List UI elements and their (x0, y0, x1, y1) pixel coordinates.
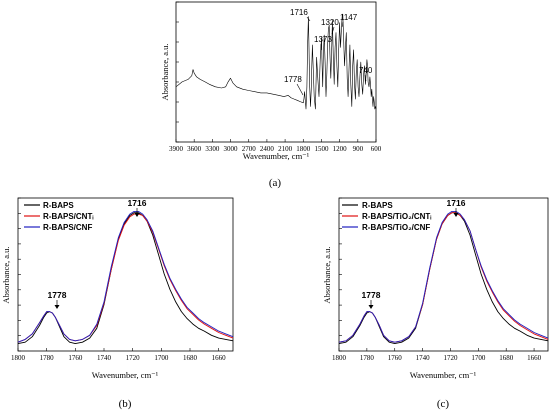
x-tick-label: 1660 (212, 354, 227, 362)
x-tick-label: 1700 (471, 354, 486, 362)
x-tick-label: 600 (371, 145, 382, 153)
x-tick-labels-c: 1800 1780 1760 1740 1720 1700 1680 1660 (332, 348, 542, 362)
series-line-a-0 (175, 13, 377, 110)
series-group-c (338, 210, 549, 345)
x-tick-label: 1800 (11, 354, 26, 362)
peak-label-1716-c: 1716 (447, 198, 466, 208)
x-tick-label: 2700 (242, 145, 257, 153)
legend-label-b-2: R-BAPS/CNF (43, 223, 92, 232)
plot-frame-a (175, 1, 377, 143)
peak-marker-1716-a (306, 16, 311, 22)
x-axis-label-b: Wavenumber, cm⁻¹ (92, 370, 159, 380)
peak-arrow-1778-c (368, 300, 374, 309)
x-tick-label: 1680 (499, 354, 514, 362)
x-tick-label: 1740 (416, 354, 431, 362)
peak-label-1716-a: 1716 (290, 8, 308, 17)
x-tick-label: 1720 (126, 354, 141, 362)
x-tick-label: 1680 (183, 354, 198, 362)
legend-b: R-BAPS R-BAPS/CNTᵢ R-BAPS/CNF (24, 201, 93, 232)
x-tick-label: 1200 (333, 145, 348, 153)
panel-label-b: (b) (119, 398, 132, 410)
y-axis-label-b: Absorbance, a.u. (1, 246, 11, 303)
x-tick-label: 1700 (154, 354, 169, 362)
legend-label-b-1: R-BAPS/CNTᵢ (43, 212, 93, 221)
series-group-b (17, 210, 234, 345)
peak-arrow-1716-b (134, 208, 140, 217)
peak-label-1778-a: 1778 (284, 75, 302, 84)
x-tick-label: 1760 (68, 354, 83, 362)
legend-label-b-0: R-BAPS (43, 201, 74, 210)
series-line-c-0 (338, 212, 549, 345)
legend-c: R-BAPS R-BAPS/TiO₂/CNTᵢ R-BAPS/TiO₂/CNF (342, 201, 431, 232)
peak-label-740-a: 740 (359, 66, 373, 75)
series-line-c-1 (338, 212, 549, 343)
x-tick-labels-b: 1800 1780 1760 1740 1720 1700 1680 1660 (11, 348, 226, 362)
peak-label-1147-a: 1147 (340, 13, 358, 22)
x-tick-label: 3900 (169, 145, 184, 153)
x-tick-label: 2400 (260, 145, 275, 153)
x-tick-label: 3300 (205, 145, 220, 153)
peak-marker-1147-a (341, 21, 344, 28)
x-tick-label: 1780 (40, 354, 55, 362)
legend-label-c-0: R-BAPS (362, 201, 393, 210)
x-tick-label: 1500 (314, 145, 329, 153)
peak-arrow-1716-c (453, 208, 459, 217)
legend-label-c-2: R-BAPS/TiO₂/CNF (362, 223, 430, 232)
peak-arrow-1778-b (54, 300, 60, 309)
y-axis-label-c: Absorbance, a.u. (322, 246, 332, 303)
y-tick-marks-b (18, 197, 21, 352)
x-tick-label: 1720 (443, 354, 458, 362)
x-tick-label: 1800 (332, 354, 347, 362)
x-tick-label: 3000 (224, 145, 239, 153)
peak-label-1778-b: 1778 (48, 290, 67, 300)
x-tick-label: 1780 (360, 354, 375, 362)
x-tick-label: 1800 (296, 145, 311, 153)
panel-label-c: (c) (437, 398, 450, 410)
x-tick-label: 900 (353, 145, 364, 153)
peak-marker-740-a (364, 74, 367, 82)
peak-label-1373-a: 1373 (314, 35, 332, 44)
x-tick-label: 1660 (527, 354, 542, 362)
series-line-c-2 (338, 210, 549, 343)
series-group-a (175, 13, 377, 110)
legend-label-c-1: R-BAPS/TiO₂/CNTᵢ (362, 212, 431, 221)
series-line-b-2 (17, 210, 234, 343)
peak-label-1778-c: 1778 (362, 290, 381, 300)
x-tick-label: 2100 (278, 145, 293, 153)
peak-marker-1778-a (296, 83, 304, 96)
x-axis-label-c: Wavenumber, cm⁻¹ (410, 370, 477, 380)
peak-label-1716-b: 1716 (128, 198, 147, 208)
y-tick-marks-a (176, 1, 179, 143)
x-tick-labels-a: 3900 3600 3300 3000 2700 2400 2100 1800 1500 1200… (169, 139, 382, 153)
panel-label-a: (a) (269, 177, 282, 189)
peak-marker-1320-a (331, 26, 335, 35)
x-tick-label: 1760 (388, 354, 403, 362)
x-axis-label-a: Wavenumber, cm⁻¹ (243, 151, 310, 161)
x-tick-label: 1740 (97, 354, 112, 362)
y-tick-marks-c (339, 197, 342, 352)
y-axis-label-a: Absorbance, a.u. (160, 43, 170, 100)
peak-label-1320-a: 1320 (321, 18, 339, 27)
x-tick-label: 3600 (187, 145, 202, 153)
